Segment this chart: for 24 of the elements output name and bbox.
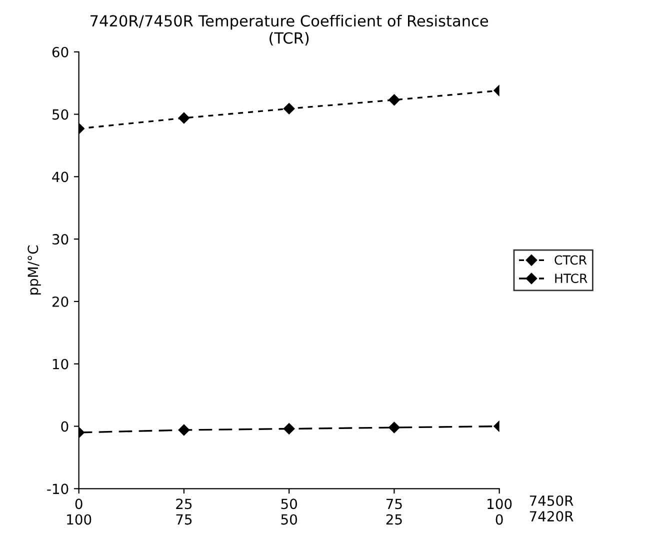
x-tick-label: 75 25 [386, 498, 402, 525]
y-axis-title: ppM/°C [28, 246, 41, 294]
y-tick-label: 40 [52, 172, 68, 182]
point [283, 423, 295, 434]
chart-title: 7420R/7450R Temperature Coefficient of Resistance (TCR) [90, 14, 488, 46]
point [388, 94, 400, 106]
point [388, 422, 400, 434]
y-tick-label: 0 [61, 421, 68, 432]
y-tick-label: 20 [52, 296, 68, 307]
x-tick-label: 50 50 [281, 498, 297, 525]
x-tick-label: 100 0 [488, 498, 512, 525]
y-tick-label: 50 [52, 109, 68, 120]
x-axis-title: 7450R 7420R [530, 495, 574, 522]
point [178, 112, 190, 124]
y-tick-label: -10 [47, 484, 68, 494]
x-tick-label: 0 100 [67, 498, 92, 525]
point [283, 103, 295, 114]
x-tick-label: 25 75 [176, 498, 192, 525]
y-tick-label: 60 [52, 46, 68, 58]
point [178, 424, 190, 436]
y-tick-label: 30 [52, 234, 68, 245]
legend-label: CTCR [554, 255, 587, 265]
legend-label: HTCR [555, 274, 588, 284]
y-tick-label: 10 [52, 358, 68, 370]
